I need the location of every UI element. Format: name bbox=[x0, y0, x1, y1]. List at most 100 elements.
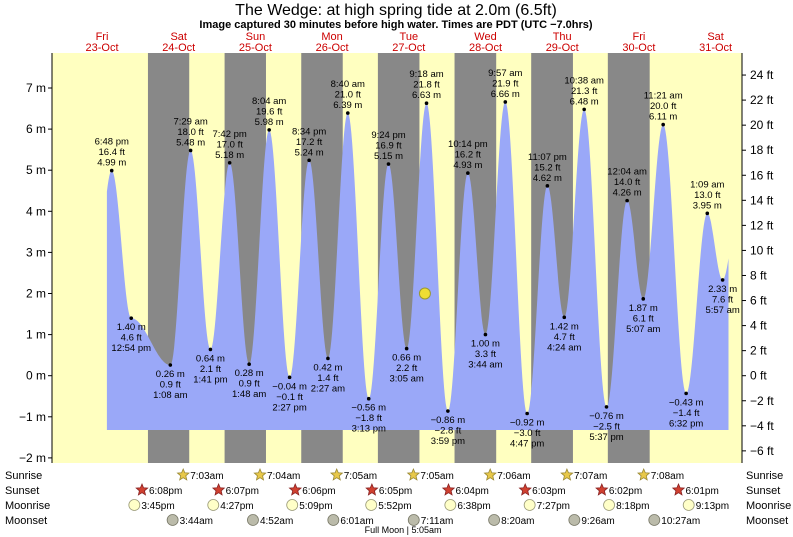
tide-point bbox=[582, 107, 586, 112]
tide-label-line: 0.28 m bbox=[235, 368, 264, 379]
tide-label-line: 1:08 am bbox=[153, 390, 187, 401]
tide-label-line: 21.9 ft bbox=[492, 78, 519, 89]
tide-label-line: −0.56 m bbox=[351, 403, 386, 414]
sunset-icon bbox=[518, 482, 532, 496]
y-tick-label-m: 6 m bbox=[26, 122, 46, 136]
tide-point bbox=[466, 171, 470, 175]
tide-point bbox=[267, 128, 271, 132]
tide-point bbox=[545, 184, 550, 188]
tide-label-line: 2.33 m bbox=[708, 284, 737, 295]
tide-label-line: −0.92 m bbox=[510, 418, 545, 429]
tide-point bbox=[188, 148, 193, 153]
tide-label-line: 0.42 m bbox=[313, 362, 342, 373]
day-name-label: Sat bbox=[707, 31, 724, 43]
tide-label-line: 8:04 am bbox=[252, 96, 286, 107]
moonrise-icon bbox=[523, 499, 536, 511]
tide-label-line: 5:57 am bbox=[705, 305, 739, 316]
sunset-icon bbox=[595, 482, 609, 496]
sunset-time: 6:03pm bbox=[532, 486, 565, 497]
moonrise-row-label-right: Moonrise bbox=[746, 500, 791, 512]
tide-label-line: 6.39 m bbox=[333, 100, 362, 111]
tide-point bbox=[386, 162, 391, 166]
tide-label-line: 20.0 ft bbox=[650, 101, 677, 112]
tide-label-line: 15.2 ft bbox=[534, 162, 561, 173]
moonset-time: 10:27am bbox=[661, 516, 700, 527]
sunset-time: 6:07pm bbox=[226, 486, 259, 497]
tide-label-line: 9:24 pm bbox=[371, 130, 405, 141]
moonrise-time: 9:13pm bbox=[696, 501, 729, 512]
moonrise-icon bbox=[603, 499, 615, 511]
sunrise-row-label-right: Sunrise bbox=[746, 470, 783, 482]
sunset-icon bbox=[441, 482, 456, 496]
moonset-row-label-right: Moonset bbox=[746, 515, 788, 527]
tide-point bbox=[326, 356, 330, 361]
tide-label-line: 6.66 m bbox=[491, 89, 520, 100]
tide-label-line: 4.26 m bbox=[613, 188, 642, 199]
tide-label-line: 4:24 am bbox=[547, 342, 581, 353]
tide-label-line: 0.9 ft bbox=[160, 380, 181, 391]
tide-label-line: 3.3 ft bbox=[475, 349, 496, 360]
moonrise-row-label-left: Moonrise bbox=[5, 500, 50, 512]
day-name-label: Sat bbox=[170, 31, 187, 43]
tide-point bbox=[227, 161, 232, 165]
sunset-row-label-left: Sunset bbox=[5, 485, 39, 497]
y-tick-label-m: 3 m bbox=[26, 245, 46, 259]
tide-point bbox=[109, 168, 114, 173]
tide-label-line: 6:32 pm bbox=[669, 418, 703, 429]
y-tick-label-ft: −4 ft bbox=[750, 419, 774, 433]
sunrise-icon bbox=[176, 467, 190, 481]
tide-label-line: 4.7 ft bbox=[554, 332, 575, 343]
tide-label-line: 1:41 pm bbox=[193, 374, 227, 385]
sunrise-time: 7:05am bbox=[420, 471, 453, 482]
tide-point bbox=[307, 158, 311, 163]
tide-label-line: 3:13 pm bbox=[352, 424, 386, 435]
sunset-time: 6:02pm bbox=[609, 486, 642, 497]
moonset-time: 7:11am bbox=[421, 516, 454, 527]
day-date-label: 27-Oct bbox=[392, 42, 425, 54]
tide-point bbox=[366, 396, 371, 401]
y-tick-label-ft: 24 ft bbox=[750, 68, 774, 82]
sunrise-time: 7:05am bbox=[344, 471, 377, 482]
tide-label-line: 2.1 ft bbox=[200, 364, 221, 375]
moonrise-time: 3:45pm bbox=[141, 501, 174, 512]
y-tick-label-m: 0 m bbox=[26, 369, 46, 383]
tide-label-line: −0.86 m bbox=[431, 415, 466, 426]
tide-label-line: 1.87 m bbox=[629, 303, 658, 314]
y-tick-label-ft: −2 ft bbox=[750, 394, 774, 408]
sunset-time: 6:05pm bbox=[379, 486, 412, 497]
tide-label-line: 2:27 am bbox=[311, 383, 345, 394]
y-tick-label-m: 2 m bbox=[26, 287, 46, 301]
tide-label-line: 1.40 m bbox=[117, 322, 146, 333]
moonrise-icon bbox=[207, 499, 220, 511]
tide-point bbox=[446, 409, 450, 413]
moonrise-time: 4:27pm bbox=[220, 501, 253, 512]
axes: 7 m 6 m 5 m 4 m 3 m 2 m 1 m 0 m −1 m −2 m 24 ft 22 … bbox=[19, 53, 774, 465]
tide-point bbox=[208, 347, 213, 352]
moonset-icon bbox=[568, 514, 581, 526]
y-tick-label-ft: 0 ft bbox=[750, 369, 767, 383]
tide-point bbox=[604, 405, 609, 409]
day-date-label: 28-Oct bbox=[469, 42, 502, 54]
moonrise-time: 6:38pm bbox=[457, 501, 490, 512]
sunrise-icon bbox=[637, 467, 651, 481]
tide-water-area bbox=[106, 102, 729, 430]
moonrise-icon bbox=[444, 499, 457, 511]
sunset-time: 6:01pm bbox=[685, 486, 718, 497]
tide-label-line: −2.8 ft bbox=[435, 426, 462, 437]
tide-label-line: 17.0 ft bbox=[216, 139, 243, 150]
sunset-icon bbox=[288, 482, 303, 496]
moonset-time: 4:52am bbox=[260, 516, 293, 527]
moonrise-time: 5:52pm bbox=[378, 501, 411, 512]
sunset-icon bbox=[211, 482, 226, 496]
tide-point bbox=[483, 332, 488, 337]
tide-point bbox=[287, 375, 292, 380]
tide-label-line: 7:29 am bbox=[173, 116, 207, 127]
tide-label-line: 10:14 pm bbox=[448, 139, 488, 150]
y-tick-label-ft: 14 ft bbox=[750, 193, 774, 207]
sunset-icon bbox=[365, 482, 379, 496]
moonrise-time: 7:27pm bbox=[537, 501, 570, 512]
current-tide-marker bbox=[418, 287, 431, 300]
day-name-label: Fri bbox=[632, 31, 645, 43]
tide-label-line: 3:59 pm bbox=[431, 436, 465, 447]
